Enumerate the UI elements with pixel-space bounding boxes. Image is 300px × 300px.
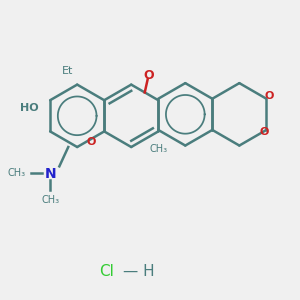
Text: O: O (264, 92, 273, 101)
Text: O: O (86, 137, 95, 147)
Text: CH₃: CH₃ (150, 144, 168, 154)
Text: N: N (45, 167, 56, 181)
Text: O: O (143, 69, 154, 82)
Text: CH₃: CH₃ (7, 168, 25, 178)
Text: Cl: Cl (100, 264, 114, 279)
Text: HO: HO (20, 103, 39, 113)
Text: CH₃: CH₃ (41, 195, 59, 205)
Text: Et: Et (62, 66, 74, 76)
Text: — H: — H (123, 264, 155, 279)
Text: O: O (259, 127, 269, 137)
